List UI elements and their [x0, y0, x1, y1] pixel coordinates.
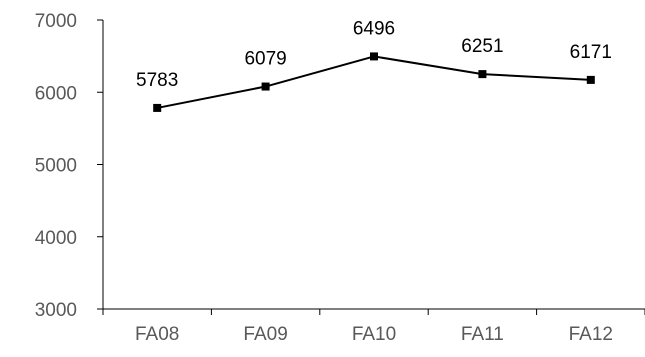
y-tick-label: 5000: [35, 156, 77, 177]
data-point-marker: [478, 70, 487, 79]
data-labels: 5783 6079 6496 6251 6171: [136, 18, 612, 91]
data-point-marker: [586, 75, 595, 84]
data-label: 6496: [353, 18, 395, 39]
x-axis-tick-labels: FA08 FA09 FA10 FA11 FA12: [135, 324, 613, 345]
axes: [97, 19, 645, 315]
x-tick-label: FA12: [569, 324, 613, 345]
data-point-marker: [261, 82, 270, 91]
y-axis-tick-labels: 3000 4000 5000 6000 7000: [35, 11, 77, 321]
y-tick-label: 3000: [35, 300, 77, 321]
data-label: 6171: [570, 42, 612, 63]
series-line-path: [157, 55, 591, 109]
x-tick-label: FA10: [352, 324, 396, 345]
series-line: [153, 52, 595, 112]
data-label: 6251: [461, 36, 503, 57]
data-label: 5783: [136, 70, 178, 91]
y-tick-label: 7000: [35, 11, 77, 32]
data-label: 6079: [244, 49, 286, 70]
x-tick-label: FA09: [243, 324, 287, 345]
x-tick-label: FA11: [461, 324, 504, 345]
y-tick-label: 6000: [35, 83, 77, 104]
data-point-marker: [153, 103, 162, 112]
x-tick-label: FA08: [135, 324, 179, 345]
data-point-marker: [370, 52, 378, 61]
y-tick-label: 4000: [35, 228, 77, 249]
